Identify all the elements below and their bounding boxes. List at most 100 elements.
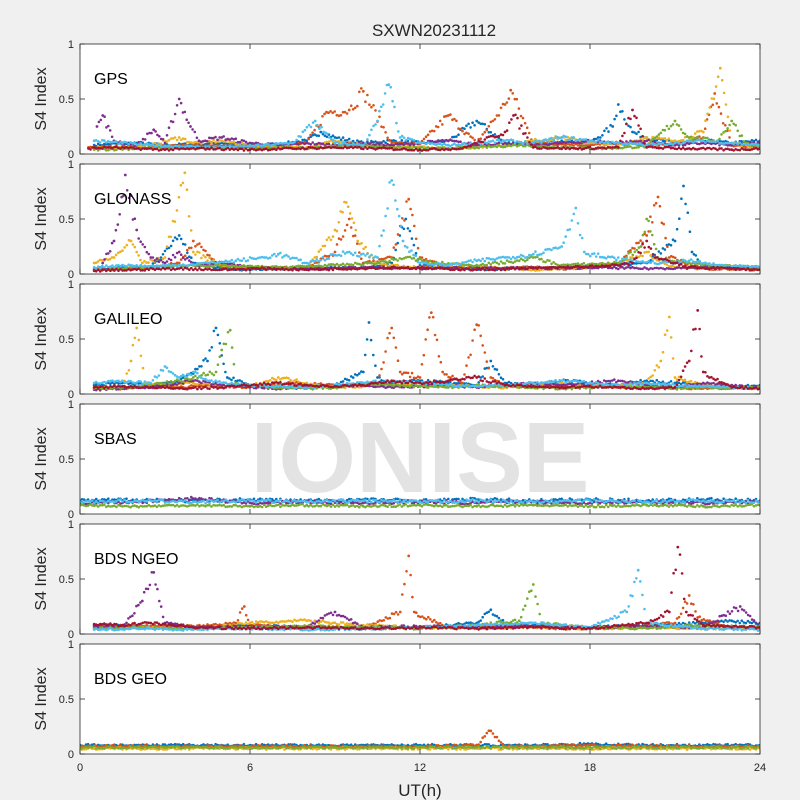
data-point bbox=[653, 143, 657, 146]
data-point bbox=[728, 129, 732, 132]
data-point bbox=[360, 253, 363, 256]
data-point bbox=[335, 136, 339, 140]
data-point bbox=[202, 359, 205, 362]
data-point bbox=[629, 256, 632, 259]
data-point bbox=[578, 265, 582, 269]
data-point bbox=[339, 138, 343, 141]
data-point bbox=[210, 264, 213, 268]
data-point bbox=[262, 256, 266, 259]
data-point bbox=[487, 144, 491, 147]
data-point bbox=[388, 259, 391, 263]
data-point bbox=[157, 145, 161, 149]
data-point bbox=[122, 194, 125, 198]
data-point bbox=[307, 264, 311, 268]
data-point bbox=[655, 262, 659, 266]
data-point bbox=[750, 148, 754, 151]
data-point bbox=[722, 266, 725, 270]
data-point bbox=[752, 267, 756, 271]
data-point bbox=[754, 146, 758, 150]
data-point bbox=[635, 116, 638, 120]
data-point bbox=[157, 143, 161, 146]
data-point bbox=[627, 142, 630, 146]
data-point bbox=[171, 137, 175, 140]
data-point bbox=[353, 373, 357, 376]
data-point bbox=[503, 256, 507, 259]
data-point bbox=[499, 268, 503, 272]
data-point bbox=[325, 142, 329, 146]
data-point bbox=[107, 124, 110, 128]
data-point bbox=[564, 267, 567, 270]
data-point bbox=[718, 66, 722, 70]
data-point bbox=[708, 262, 711, 265]
data-point bbox=[635, 140, 638, 143]
data-point bbox=[738, 134, 742, 138]
data-point bbox=[497, 136, 501, 140]
data-point bbox=[633, 131, 636, 134]
data-point bbox=[167, 257, 171, 261]
data-point bbox=[637, 260, 640, 264]
data-point bbox=[179, 264, 183, 267]
data-point bbox=[191, 250, 195, 254]
data-point bbox=[455, 382, 458, 385]
data-point bbox=[402, 147, 406, 150]
data-point bbox=[376, 376, 379, 379]
data-point bbox=[507, 260, 511, 264]
data-point bbox=[175, 237, 179, 241]
data-point bbox=[588, 147, 592, 151]
data-point bbox=[113, 269, 116, 272]
data-point bbox=[171, 219, 175, 223]
data-point bbox=[121, 263, 124, 267]
data-point bbox=[89, 148, 92, 151]
data-point bbox=[451, 263, 454, 266]
data-point bbox=[627, 252, 630, 255]
data-point bbox=[236, 263, 240, 267]
data-point bbox=[702, 262, 705, 265]
data-point bbox=[617, 264, 620, 267]
data-point bbox=[738, 148, 742, 152]
data-point bbox=[208, 147, 211, 151]
data-point bbox=[715, 102, 719, 105]
data-point bbox=[477, 146, 481, 150]
data-point bbox=[698, 130, 701, 133]
data-point bbox=[643, 139, 646, 143]
panel-background bbox=[80, 284, 760, 394]
data-point bbox=[281, 147, 284, 150]
data-point bbox=[206, 142, 209, 146]
data-point bbox=[505, 255, 509, 259]
data-point bbox=[576, 144, 580, 147]
data-point bbox=[137, 267, 140, 271]
data-point bbox=[252, 148, 256, 151]
data-point bbox=[242, 257, 246, 260]
data-point bbox=[734, 123, 737, 127]
data-point bbox=[701, 141, 705, 145]
data-point bbox=[179, 258, 183, 261]
data-point bbox=[639, 144, 642, 147]
data-point bbox=[341, 380, 345, 383]
data-point bbox=[305, 261, 309, 265]
data-point bbox=[453, 135, 456, 139]
data-point bbox=[323, 258, 327, 262]
data-point bbox=[115, 145, 118, 149]
data-point bbox=[129, 268, 132, 272]
data-point bbox=[629, 258, 632, 261]
data-point bbox=[165, 260, 169, 263]
data-point bbox=[629, 263, 632, 267]
data-point bbox=[151, 262, 155, 265]
data-point bbox=[744, 268, 748, 272]
data-point bbox=[619, 266, 622, 269]
data-point bbox=[328, 136, 331, 139]
data-point bbox=[578, 267, 582, 270]
data-point bbox=[491, 261, 495, 264]
data-point bbox=[736, 266, 739, 270]
data-point bbox=[507, 380, 511, 384]
data-point bbox=[639, 135, 642, 139]
data-point bbox=[594, 146, 598, 150]
data-point bbox=[295, 268, 298, 272]
data-point bbox=[279, 266, 282, 269]
data-point bbox=[360, 143, 363, 147]
data-point bbox=[578, 137, 582, 141]
data-point bbox=[590, 143, 594, 147]
data-point bbox=[279, 141, 282, 145]
data-point bbox=[422, 267, 426, 271]
data-point bbox=[430, 129, 434, 133]
